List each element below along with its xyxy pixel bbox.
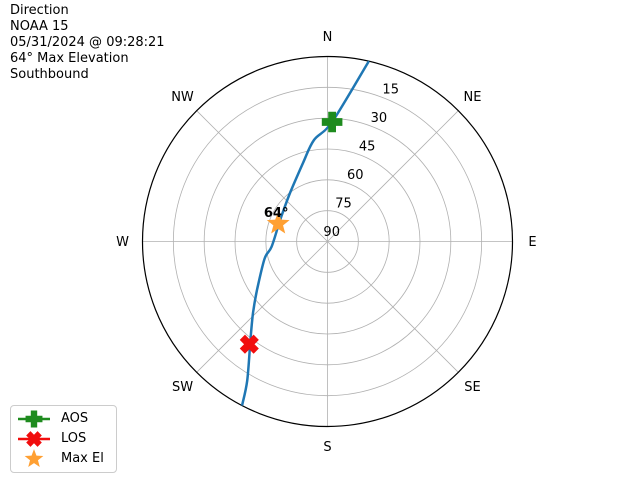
max-elevation-annotation: 64° (264, 206, 289, 221)
plot-title-line-pass-direction: Southbound (10, 67, 89, 82)
legend-item-maxel: Max El (16, 449, 104, 469)
compass-label-sw: SW (172, 380, 193, 395)
compass-label-ne: NE (464, 90, 482, 105)
max-el-marker (266, 211, 290, 234)
spoke-nw (196, 110, 328, 242)
legend-label-los: LOS (61, 431, 87, 446)
ring-label-90: 90 (323, 225, 340, 240)
plot-title-line-direction: Direction (10, 3, 69, 18)
ring-label-60: 60 (347, 168, 364, 183)
los-marker-icon (18, 431, 50, 447)
legend-item-aos: AOS (16, 409, 104, 429)
legend-item-los: LOS (16, 429, 104, 449)
horizon-circle (141, 55, 514, 428)
plot-title-line-satellite: NOAA 15 (10, 19, 69, 34)
compass-label-se: SE (464, 380, 480, 395)
legend-marker-star (24, 449, 44, 467)
plot-title-line-max-elevation: 64° Max Elevation (10, 51, 129, 66)
legend-marker-x (26, 431, 42, 447)
legend: AOS LOS Max El (10, 405, 117, 473)
max-el-marker-icon (24, 449, 44, 467)
spoke-ne (327, 110, 459, 242)
ring-label-75: 75 (335, 196, 352, 211)
plot-title-block: Direction NOAA 15 05/31/2024 @ 09:28:21 … (10, 3, 165, 83)
spoke-sw (196, 241, 328, 373)
ring-label-45: 45 (359, 139, 376, 154)
satellite-track (241, 60, 370, 406)
los-marker (239, 334, 259, 354)
aos-marker (321, 111, 343, 133)
legend-label-maxel: Max El (61, 451, 104, 466)
legend-label-aos: AOS (61, 411, 89, 426)
compass-label-e: E (528, 235, 536, 250)
aos-marker-icon (18, 410, 50, 428)
compass-label-nw: NW (171, 90, 194, 105)
ring-label-30: 30 (371, 111, 388, 126)
compass-label-n: N (323, 30, 333, 45)
compass-label-w: W (116, 235, 129, 250)
plot-title-line-timestamp: 05/31/2024 @ 09:28:21 (10, 35, 165, 50)
spoke-se (327, 241, 459, 373)
ring-label-15: 15 (382, 82, 399, 97)
legend-marker-plus (25, 410, 43, 428)
compass-label-s: S (323, 440, 331, 455)
